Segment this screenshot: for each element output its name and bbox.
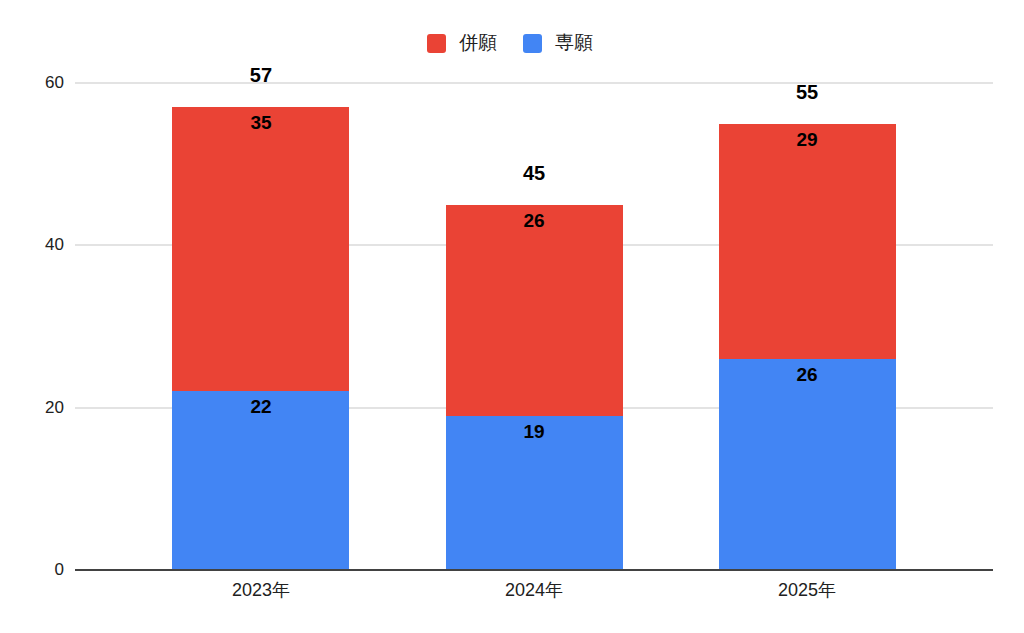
y-axis-tick-label: 60 (4, 73, 64, 93)
y-axis-tick-label: 20 (4, 398, 64, 418)
legend: 併願 専願 (0, 30, 1020, 56)
bar-segment-専願[interactable]: 19 (446, 416, 623, 570)
bar-group-2025年: 26 29 55 (719, 83, 896, 570)
chart-canvas: 併願 専願 0 20 40 60 2023年 22 35 57 2024年 19 26 45 2025年 2… (0, 0, 1024, 633)
segment-value-label: 19 (446, 421, 623, 443)
total-value-label: 45 (446, 161, 623, 185)
segment-value-label: 26 (719, 364, 896, 386)
x-axis-tick-label: 2024年 (454, 579, 614, 601)
bar-group-2023年: 223557 (172, 83, 349, 570)
x-axis-tick-label: 2023年 (181, 579, 341, 601)
x-axis-line (75, 569, 993, 571)
y-axis-tick-label: 0 (4, 560, 64, 580)
x-axis-tick-label: 2025年 (727, 579, 887, 601)
legend-swatch-icon (523, 34, 542, 53)
legend-label: 併願 (459, 30, 497, 56)
segment-value-label: 26 (446, 210, 623, 232)
bar-segment-専願[interactable]: 22 (172, 391, 349, 570)
total-value-label: 55 (719, 80, 896, 104)
y-axis-tick-label: 40 (4, 235, 64, 255)
total-value-label: 57 (172, 63, 349, 87)
legend-item-1: 専願 (523, 30, 593, 56)
bar-segment-専願[interactable]: 26 (719, 359, 896, 570)
legend-item-0: 併願 (427, 30, 497, 56)
segment-value-label: 29 (719, 129, 896, 151)
segment-value-label: 35 (172, 112, 349, 134)
plot-area: 02040602023年2235572024年1926452025年262955 (75, 83, 993, 570)
legend-label: 専願 (555, 30, 593, 56)
bar-group-2024年: 19 26 45 (446, 83, 623, 570)
bar-segment-併願[interactable]: 26 (446, 205, 623, 416)
segment-value-label: 22 (172, 396, 349, 418)
legend-swatch-icon (427, 34, 446, 53)
bar-segment-併願[interactable]: 35 (172, 107, 349, 391)
bar-segment-併願[interactable]: 29 (719, 124, 896, 359)
